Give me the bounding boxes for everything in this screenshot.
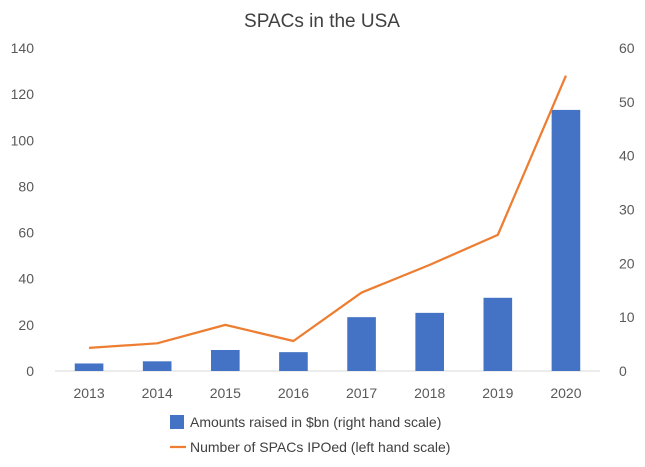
left-axis-tick-label: 80 xyxy=(18,178,34,194)
x-axis-tick-label: 2020 xyxy=(550,385,581,401)
x-axis-tick-label: 2017 xyxy=(346,385,377,401)
chart-title: SPACs in the USA xyxy=(244,11,400,32)
left-axis-tick-label: 0 xyxy=(26,363,34,379)
x-axis-tick-label: 2018 xyxy=(414,385,445,401)
x-axis-tick-label: 2015 xyxy=(210,385,241,401)
left-axis-tick-label: 60 xyxy=(18,225,34,241)
x-axis: 2013 2014 2015 2016 2017 2018 2019 2020 xyxy=(55,370,600,401)
left-axis-tick-label: 40 xyxy=(18,271,34,287)
left-axis-tick-label: 120 xyxy=(11,86,35,102)
legend-label-line: Number of SPACs IPOed (left hand scale) xyxy=(190,439,450,455)
right-axis-tick-label: 20 xyxy=(619,255,635,271)
right-axis: 0 10 20 30 40 50 60 xyxy=(619,40,635,379)
bar xyxy=(483,297,513,371)
legend-label-bar: Amounts raised in $bn (right hand scale) xyxy=(190,414,441,430)
legend-swatch-bar xyxy=(170,415,184,429)
bar xyxy=(74,363,104,371)
left-axis-tick-label: 20 xyxy=(18,317,34,333)
x-axis-tick-label: 2013 xyxy=(73,385,104,401)
x-axis-tick-label: 2016 xyxy=(278,385,309,401)
right-axis-tick-label: 50 xyxy=(619,94,635,110)
bar xyxy=(279,352,308,371)
bar xyxy=(347,317,376,371)
bar xyxy=(142,361,172,371)
right-axis-tick-label: 60 xyxy=(619,40,635,56)
legend: Amounts raised in $bn (right hand scale)… xyxy=(170,414,450,455)
right-axis-tick-label: 10 xyxy=(619,309,635,325)
x-axis-tick-label: 2019 xyxy=(482,385,513,401)
left-axis: 0 20 40 60 80 100 120 140 xyxy=(11,40,35,379)
left-axis-tick-label: 100 xyxy=(11,132,35,148)
series-line xyxy=(88,75,567,350)
bar-series xyxy=(74,109,581,372)
right-axis-tick-label: 40 xyxy=(619,148,635,164)
right-axis-tick-label: 0 xyxy=(619,363,627,379)
right-axis-tick-label: 30 xyxy=(619,202,635,218)
left-axis-tick-label: 140 xyxy=(11,40,35,56)
bar xyxy=(415,312,444,371)
line-series xyxy=(88,75,567,350)
bar xyxy=(211,350,240,371)
x-axis-tick-label: 2014 xyxy=(142,385,173,401)
bar xyxy=(551,109,581,372)
